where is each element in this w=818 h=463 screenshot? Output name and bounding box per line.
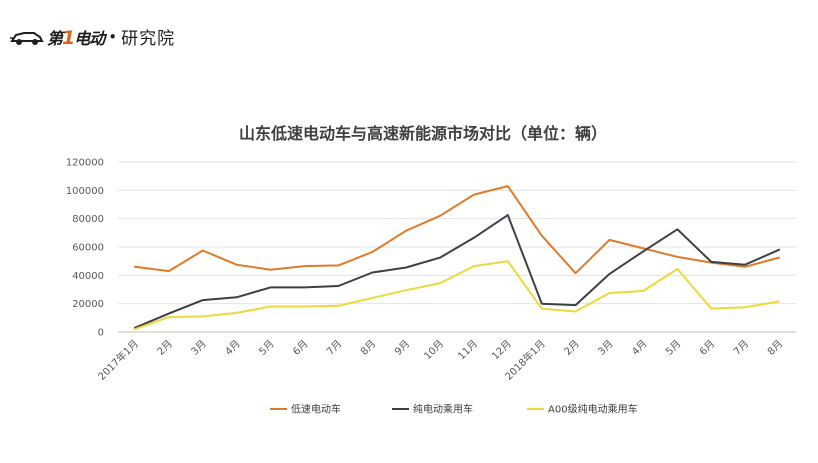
x-tick-label: 11月 — [456, 338, 481, 363]
x-tick-label: 2017年1月 — [95, 337, 141, 383]
y-tick-label: 20000 — [72, 299, 104, 310]
logo-separator: • — [108, 27, 118, 46]
x-tick-label: 7月 — [731, 338, 751, 358]
chart-title: 山东低速电动车与高速新能源市场对比（单位：辆） — [239, 124, 607, 143]
legend: 低速电动车 纯电动乘用车 A00级纯电动乘用车 — [270, 403, 638, 416]
x-tick-label: 8月 — [765, 338, 785, 358]
x-tick-label: 6月 — [697, 338, 717, 358]
legend-label: A00级纯电动乘用车 — [548, 403, 638, 416]
x-tick-label: 5月 — [663, 338, 683, 358]
logo-brand-prefix: 第 — [47, 28, 63, 48]
series-line — [133, 185, 780, 275]
y-tick-label: 100000 — [66, 186, 104, 197]
x-tick-label: 7月 — [324, 338, 344, 358]
y-tick-label: 60000 — [72, 243, 104, 254]
logo-dept: 研究院 — [121, 29, 176, 49]
x-tick-label: 4月 — [630, 338, 650, 358]
logo-brand-number: 1 — [62, 26, 75, 49]
x-tick-label: 6月 — [291, 338, 311, 358]
x-tick-label: 3月 — [189, 338, 209, 358]
logo-brand: 第1电动 — [47, 25, 105, 49]
legend-label: 纯电动乘用车 — [413, 403, 473, 416]
y-tick-label: 40000 — [72, 271, 104, 282]
x-tick-label: 5月 — [257, 338, 277, 358]
car-icon — [10, 31, 44, 45]
x-tick-label: 2月 — [155, 338, 175, 358]
x-tick-label: 10月 — [422, 338, 447, 363]
series-line — [133, 214, 780, 329]
logo-brand-suffix: 电动 — [74, 28, 105, 48]
x-tick-label: 3月 — [596, 338, 616, 358]
y-tick-label: 80000 — [72, 214, 104, 225]
x-tick-label: 9月 — [392, 338, 412, 358]
y-tick-label: 120000 — [66, 158, 104, 169]
legend-label: 低速电动车 — [291, 403, 341, 416]
logo: 第1电动 • 研究院 — [10, 24, 175, 49]
y-tick-label: 0 — [98, 328, 104, 339]
y-axis: 0 20000 40000 60000 80000 100000 120000 — [66, 158, 104, 339]
series-line — [133, 260, 780, 331]
x-tick-label: 12月 — [489, 338, 514, 363]
x-tick-label: 4月 — [223, 338, 243, 358]
x-tick-label: 2月 — [562, 338, 582, 358]
series-lines — [133, 185, 780, 331]
x-tick-label: 8月 — [358, 338, 378, 358]
